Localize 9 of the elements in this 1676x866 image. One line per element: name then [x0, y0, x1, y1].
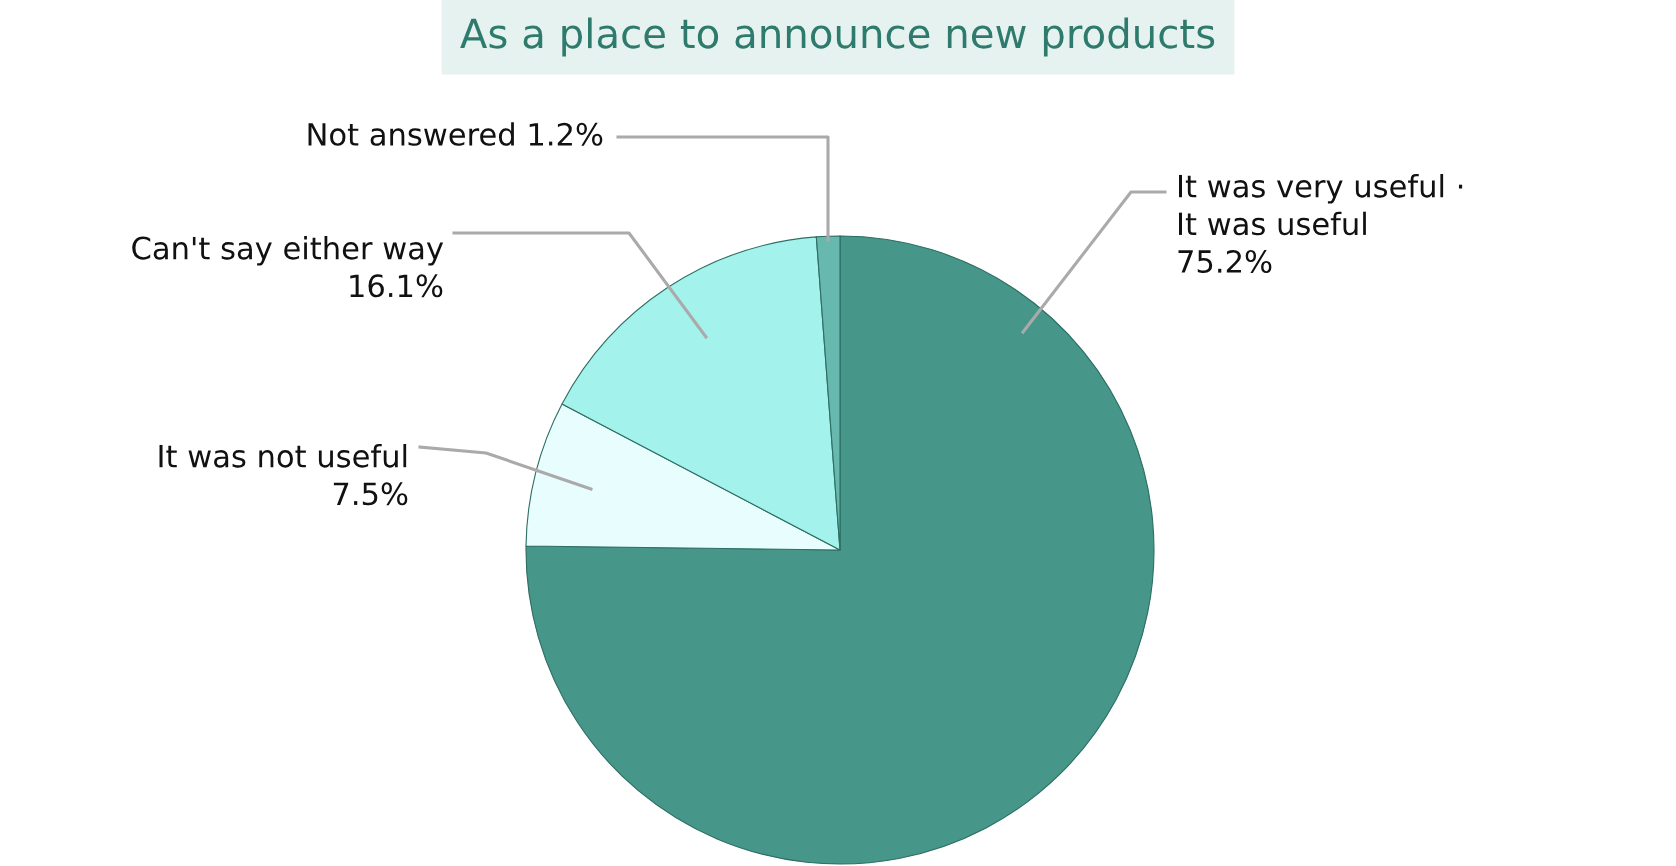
slice-label: It was very useful · It was useful [1179, 174, 1463, 236]
chart-title: As a place to announce new products [460, 17, 1215, 57]
data-label: 16.1% [350, 274, 443, 298]
slice-label: Can't say either way [132, 236, 444, 266]
slice-label: Not answered 1.2% [308, 122, 603, 146]
slice-label: It was not useful [159, 444, 407, 468]
data-label: 75.2% [1178, 249, 1272, 274]
data-label: 7.5% [333, 482, 408, 506]
pie-slice [525, 235, 1155, 865]
